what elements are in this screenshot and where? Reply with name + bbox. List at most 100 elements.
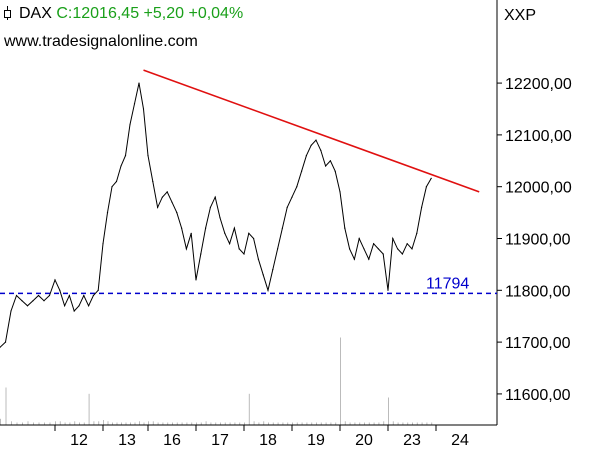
price-point-70: [339, 191, 341, 193]
volume-bar-45: [220, 422, 221, 425]
price-point-43: [209, 206, 211, 208]
price-point-42: [205, 227, 207, 229]
price-point-58: [281, 227, 283, 229]
x-tick-label-7: 23: [403, 432, 421, 449]
volume-bar-8: [44, 422, 45, 425]
instrument-label: XXP: [504, 7, 537, 24]
volume-bar-10: [55, 421, 56, 426]
volume-bar-38: [186, 422, 188, 425]
volume-bar-64: [311, 422, 313, 425]
volume-bar-34: [167, 422, 169, 425]
price-point-16: [83, 294, 85, 297]
price-point-48: [233, 227, 235, 229]
price-point-59: [286, 206, 288, 208]
price-point-69: [334, 170, 336, 172]
volume-bar-39: [191, 422, 193, 425]
price-point-81: [392, 237, 394, 240]
volume-bar-18: [93, 421, 95, 426]
volume-bar-0: [0, 418, 1, 426]
price-point-85: [411, 248, 413, 250]
price-point-54: [262, 274, 264, 276]
volume-bar-33: [162, 422, 164, 425]
volume-bar-49: [239, 422, 241, 425]
x-tick-label-1: 13: [118, 432, 136, 449]
price-point-52: [253, 237, 255, 240]
price-point-20: [102, 243, 104, 245]
price-point-30: [147, 155, 149, 157]
volume-bar-48: [234, 422, 236, 425]
price-point-18: [92, 294, 94, 297]
price-point-83: [401, 253, 403, 255]
price-point-22: [111, 186, 113, 188]
volume-bar-12: [64, 422, 66, 425]
price-point-14: [73, 310, 75, 312]
volume-bar-70: [340, 337, 341, 425]
price-point-82: [397, 248, 399, 250]
volume-bar-53: [258, 422, 260, 425]
volume-bar-13: [69, 422, 71, 425]
price-point-75: [363, 248, 365, 250]
volume-bar-81: [392, 421, 394, 426]
volume-bar-19: [98, 421, 100, 426]
price-point-7: [37, 294, 40, 297]
volume-bar-9: [49, 422, 51, 425]
price-point-36: [176, 212, 178, 214]
volume-bar-62: [301, 422, 303, 425]
price-point-0: [0, 346, 1, 348]
price-point-80: [387, 289, 389, 291]
price-point-78: [377, 248, 379, 250]
volume-bar-20: [103, 420, 104, 425]
y-tick-label-5: 12100,00: [505, 128, 572, 145]
candlestick-icon: [4, 6, 11, 20]
price-point-65: [315, 139, 317, 141]
volume-bar-75: [364, 422, 365, 425]
price-point-66: [320, 149, 322, 151]
price-point-44: [214, 196, 216, 198]
volume-bar-66: [320, 422, 322, 425]
price-point-41: [200, 253, 202, 255]
volume-bar-11: [59, 421, 61, 426]
volume-bar-1: [5, 387, 7, 425]
volume-bar-35: [172, 422, 173, 425]
volume-bar-47: [229, 422, 231, 425]
volume-bar-60: [292, 422, 293, 425]
price-point-21: [106, 212, 109, 214]
volume-bar-15: [79, 422, 80, 425]
volume-bar-29: [143, 422, 145, 425]
price-series: [0, 82, 432, 348]
price-point-5: [26, 305, 29, 307]
volume-bar-43: [210, 422, 212, 425]
volume-bar-21: [107, 421, 109, 426]
x-tick-label-0: 12: [70, 432, 88, 449]
price-point-56: [272, 269, 274, 271]
price-point-55: [267, 289, 269, 291]
price-point-23: [115, 180, 118, 183]
x-tick-label-2: 16: [163, 432, 181, 449]
x-tick-label-4: 18: [259, 432, 277, 449]
x-tick-label-5: 19: [307, 432, 325, 449]
y-axis-ticks: 11600,00 11700,00 11800,00 11900,00 12000,00…: [497, 76, 572, 404]
volume-bar-74: [359, 422, 361, 425]
price-point-87: [421, 206, 423, 208]
x-tick-label-3: 17: [211, 432, 229, 449]
volume-bar-71: [344, 421, 346, 426]
volume-bar-67: [325, 422, 327, 425]
volume-bar-22: [112, 422, 113, 425]
volume-bar-27: [134, 422, 136, 425]
price-point-29: [142, 108, 145, 110]
y-tick-label-3: 11900,00: [505, 232, 571, 249]
price-point-84: [406, 243, 408, 245]
price-point-13: [68, 294, 70, 297]
volume-bar-57: [277, 422, 279, 425]
volume-bar-42: [205, 421, 207, 426]
volume-bar-40: [196, 422, 197, 425]
volume-bar-78: [378, 422, 380, 425]
price-point-46: [224, 232, 226, 234]
price-point-57: [277, 248, 279, 250]
volume-bar-28: [139, 421, 140, 426]
price-point-2: [10, 310, 12, 312]
price-point-15: [78, 305, 80, 307]
price-point-49: [238, 248, 240, 250]
price-point-63: [305, 155, 307, 157]
